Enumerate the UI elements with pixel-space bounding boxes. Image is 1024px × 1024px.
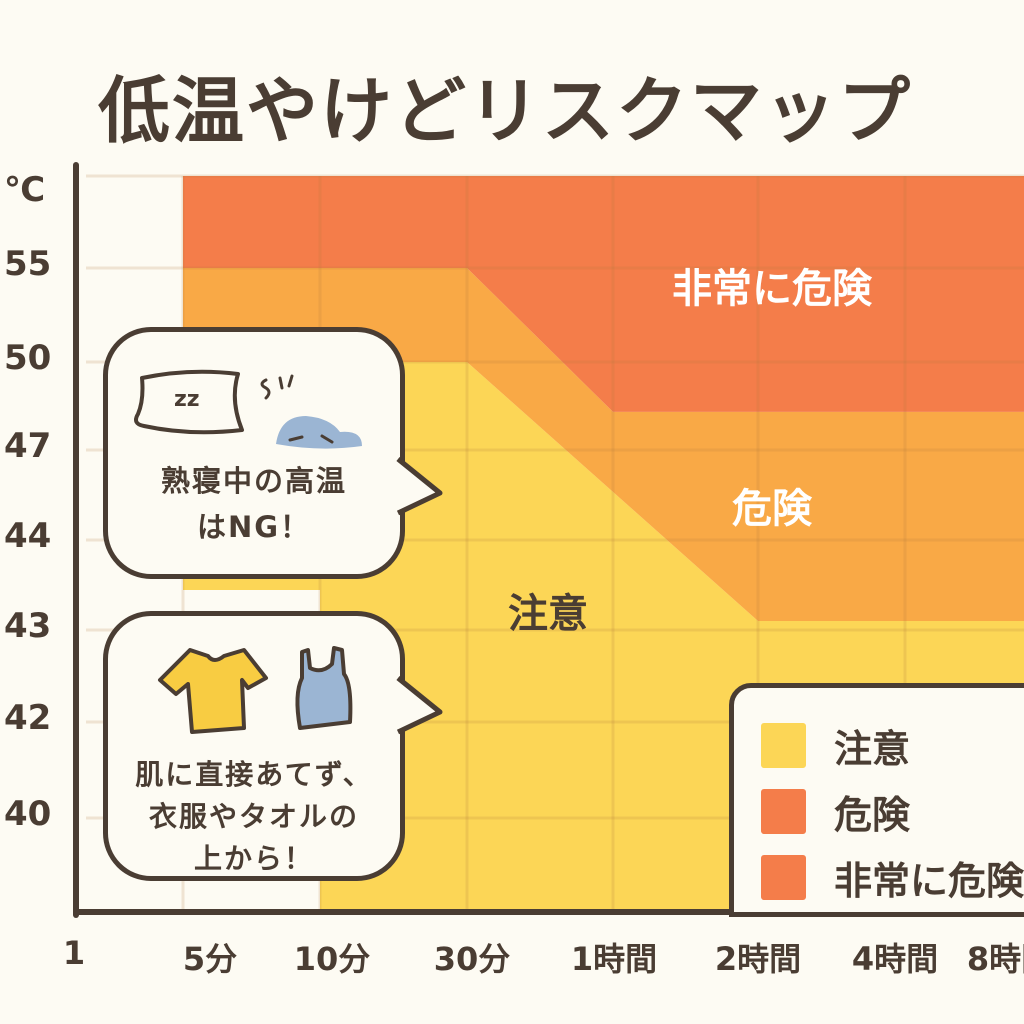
legend-item-very-danger: 非常に危険 bbox=[761, 850, 1024, 905]
legend-swatch bbox=[761, 789, 806, 834]
x-tick-label: 1 bbox=[62, 934, 86, 972]
y-tick-label: 47 bbox=[4, 426, 52, 466]
legend-label: 注意 bbox=[834, 727, 911, 771]
x-tick-label: 8時間 bbox=[966, 940, 1024, 978]
y-tick-label: 55 bbox=[4, 244, 52, 284]
clothing-advice-line3: 上から！ bbox=[193, 842, 314, 875]
legend-swatch bbox=[761, 723, 806, 768]
legend: 注意 危険 非常に危険 bbox=[729, 683, 1024, 917]
pillow-icon: zz bbox=[134, 369, 362, 449]
x-tick-label: 5分 bbox=[182, 940, 238, 978]
clothing-advice-line2: 衣服やタオルの bbox=[148, 800, 359, 833]
y-tick-label: 44 bbox=[4, 516, 52, 556]
sleep-warning-line1: 熟寝中の高温 bbox=[160, 464, 347, 498]
zone-label-caution: 注意 bbox=[508, 591, 588, 637]
x-tick-label: 10分 bbox=[293, 940, 371, 978]
x-tick-label: 4時間 bbox=[851, 940, 939, 978]
zone-very-danger bbox=[183, 176, 1024, 412]
clothing-advice-line1: 肌に直接あてず、 bbox=[135, 758, 373, 791]
legend-label: 非常に危険 bbox=[834, 859, 1024, 903]
y-tick-label: 40 bbox=[4, 794, 52, 834]
zone-label-danger: 危険 bbox=[732, 486, 812, 532]
bubble-tail bbox=[396, 457, 443, 516]
y-tick-label: 43 bbox=[4, 606, 52, 646]
sleep-warning-bubble: zz 熟寝中の高温 はNG！ bbox=[103, 327, 443, 579]
x-tick-label: 30分 bbox=[433, 940, 511, 978]
legend-label: 危険 bbox=[834, 793, 911, 837]
tank-top-icon bbox=[295, 646, 353, 730]
tshirt-icon bbox=[158, 648, 268, 734]
sleep-warning-line2: はNG！ bbox=[196, 510, 312, 544]
bubble-tail bbox=[396, 676, 443, 735]
y-tick-label: 50 bbox=[4, 338, 52, 378]
y-tick-label: 42 bbox=[4, 698, 52, 738]
y-axis-unit: ℃ bbox=[4, 170, 46, 210]
legend-swatch bbox=[761, 855, 806, 900]
clothing-advice-bubble: 肌に直接あてず、 衣服やタオルの 上から！ bbox=[103, 611, 443, 881]
legend-item-caution: 注意 bbox=[761, 718, 910, 773]
svg-text:zz: zz bbox=[174, 387, 200, 412]
x-tick-label: 2時間 bbox=[714, 940, 802, 978]
legend-item-danger: 危険 bbox=[761, 784, 910, 839]
zone-label-very-danger: 非常に危険 bbox=[672, 266, 872, 312]
x-tick-label: 1時間 bbox=[570, 940, 658, 978]
page-title: 低温やけどリスクマップ bbox=[98, 69, 913, 153]
